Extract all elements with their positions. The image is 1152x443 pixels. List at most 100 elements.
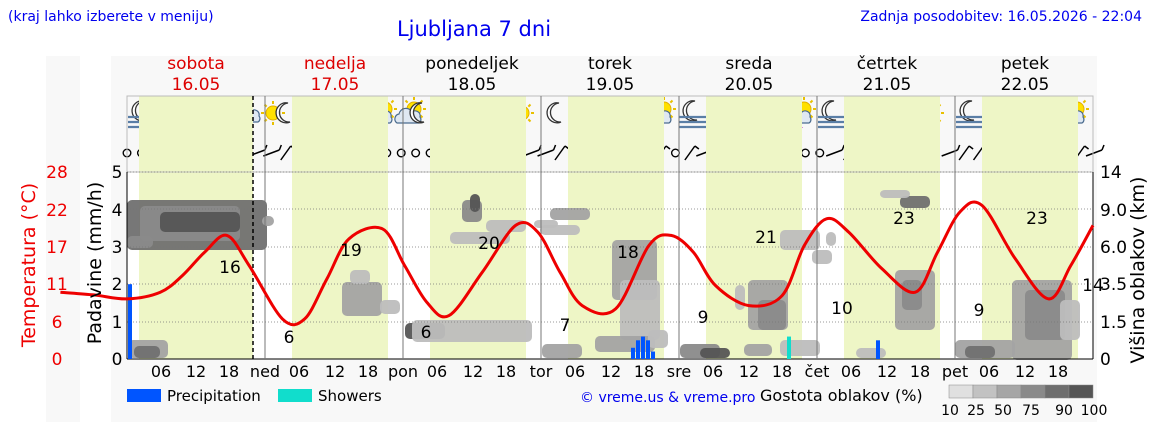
showers-legend-label: Showers: [318, 387, 382, 405]
cloud-patch: [856, 348, 886, 358]
day-date: 16.05: [172, 75, 221, 95]
density-swatch: [948, 384, 974, 399]
density-tick: 75: [1022, 403, 1040, 419]
cloud-height-axis-label: Višina oblakov (km): [1127, 177, 1149, 364]
precipitation-bar: [128, 284, 132, 359]
wind-barb-icon: [684, 145, 700, 161]
hour-tick-label: 18: [1048, 362, 1068, 381]
cloud-patch: [486, 220, 526, 232]
temperature-tick: 22: [46, 201, 68, 221]
gridlines: [126, 171, 1094, 360]
cloud-height-tick: 9.0: [1100, 201, 1127, 221]
cloud-patch: [160, 212, 240, 232]
temperature-extremum-label: 16: [219, 258, 241, 278]
hour-tick-label: 18: [910, 362, 930, 381]
hour-tick-label: 06: [703, 362, 723, 381]
cloud-patch: [744, 344, 772, 356]
temperature-tick: 11: [46, 275, 68, 295]
precipitation-bar: [651, 351, 655, 359]
temperature-line: [60, 200, 1095, 327]
cloud-height-tick: 1.5: [1100, 313, 1127, 333]
cloud-patch: [780, 340, 820, 356]
wind-barb-icon: [958, 145, 974, 161]
density-swatch: [1020, 384, 1046, 399]
wind-barb-icon: [825, 144, 845, 157]
day-date: 18.05: [448, 75, 497, 95]
temperature-axis-label: Temperatura (°C): [18, 183, 40, 348]
cloud-height-tick: 6.0: [1100, 238, 1127, 258]
cloud-height-tick: 14: [1100, 163, 1122, 183]
precipitation-bar: [631, 347, 635, 359]
moon-icon: [818, 100, 846, 129]
temperature-extremum-label: 6: [421, 323, 432, 343]
cloud-height-tick: 3.5: [1100, 275, 1127, 295]
precipitation-tick: 5: [112, 163, 123, 183]
hour-tick-label: 06: [151, 362, 171, 381]
cloud-patch: [826, 232, 836, 246]
cloud-patch: [127, 236, 153, 248]
temperature-extremum-label: 9: [698, 308, 709, 328]
density-swatch: [972, 384, 998, 399]
day-date: 22.05: [1001, 75, 1050, 95]
hour-tick-label: 06: [565, 362, 585, 381]
precipitation-bar: [876, 340, 880, 359]
cloud-patch: [540, 225, 580, 235]
hour-tick-label: 12: [877, 362, 897, 381]
showers-swatch: [278, 389, 312, 402]
moon-icon: [546, 102, 562, 124]
cloud-patch: [900, 196, 930, 208]
x-axis: 06 12 18 06 12 18 ned 06 12 18 pon 06 12 18 tor 06 12 18 s…: [151, 362, 1068, 381]
cloud-patch: [550, 208, 590, 220]
hour-tick-label: 12: [463, 362, 483, 381]
legend: Precipitation Showers © vreme.us & vreme…: [127, 384, 1107, 419]
precipitation-legend-label: Precipitation: [167, 387, 261, 405]
hour-tick-label: 18: [772, 362, 792, 381]
density-swatch: [1068, 384, 1094, 399]
cloud-patch: [134, 346, 160, 358]
day-abbr-label: ned: [250, 362, 280, 381]
cloud-patch: [620, 280, 660, 340]
cloud-height-tick: 0: [1100, 350, 1111, 370]
cloud-patch: [812, 250, 832, 264]
temperature-extremum-label: 23: [1026, 209, 1048, 229]
moon-icon: [956, 100, 984, 129]
hour-tick-label: 18: [219, 362, 239, 381]
temperature-tick: 28: [46, 163, 68, 183]
day-name: sreda: [725, 54, 772, 74]
cloud-patch: [380, 300, 400, 314]
showers-bar: [787, 336, 791, 359]
day-abbr-label: čet: [805, 362, 830, 381]
cloud-density-label: Gostota oblakov (%): [760, 386, 923, 405]
day-abbr-label: pon: [388, 362, 418, 381]
copyright-link[interactable]: © vreme.us & vreme.pro: [580, 390, 755, 406]
cloud-patch: [470, 194, 480, 212]
hour-tick-label: 18: [634, 362, 654, 381]
city-hint[interactable]: (kraj lahko izberete v meniju): [8, 9, 214, 25]
cloud-patch: [965, 346, 995, 358]
hour-tick-label: 12: [1015, 362, 1035, 381]
hour-tick-label: 12: [186, 362, 206, 381]
temperature-extremum-label: 6: [284, 328, 295, 348]
hour-tick-label: 12: [325, 362, 345, 381]
temperature-labels: 16 6 19 6 20 7 18 9 21 10 23 9 23 14: [219, 209, 1104, 348]
cloud-patch: [450, 232, 510, 244]
temperature-extremum-label: 21: [755, 228, 777, 248]
day-name: petek: [1001, 54, 1049, 74]
day-date: 20.05: [725, 75, 774, 95]
hour-tick-label: 06: [427, 362, 447, 381]
calm-wind-icon: [815, 148, 825, 158]
hour-tick-label: 18: [358, 362, 378, 381]
moon-icon: [679, 100, 707, 129]
precipitation-swatch: [127, 389, 161, 402]
cloud-patch: [342, 282, 382, 316]
density-swatch: [1044, 384, 1070, 399]
cloud-patch: [350, 270, 370, 284]
calm-wind-icon: [411, 148, 421, 158]
hour-tick-label: 06: [289, 362, 309, 381]
cloud-patch: [1060, 300, 1080, 340]
day-name: torek: [588, 54, 632, 74]
precipitation-bar: [641, 336, 645, 359]
temperature-extremum-label: 18: [617, 243, 639, 263]
precipitation-tick: 2: [112, 275, 123, 295]
